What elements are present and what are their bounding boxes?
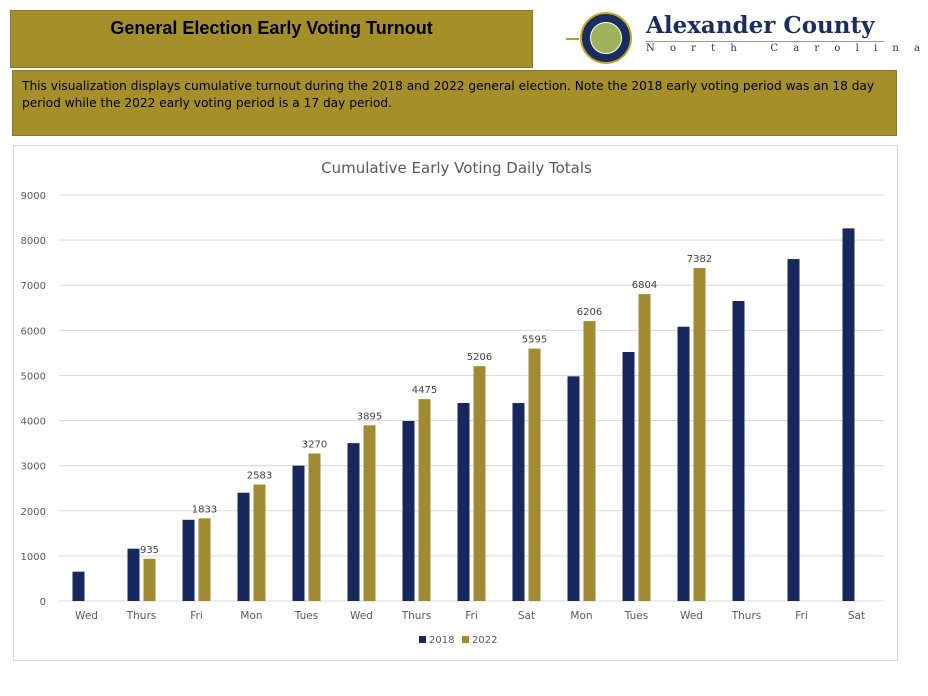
page-title-banner: General Election Early Voting Turnout [10, 10, 533, 68]
x-tick-label: Mon [240, 610, 262, 622]
bar-2018 [457, 402, 470, 601]
bar-2022 [253, 484, 266, 601]
legend-swatch [462, 636, 469, 643]
x-tick-label: Thurs [401, 610, 432, 622]
x-tick-label: Thurs [731, 610, 762, 622]
data-label: 4475 [412, 385, 437, 396]
bar-2022 [583, 321, 596, 601]
data-label: 2583 [247, 470, 272, 481]
legend-label: 2022 [472, 635, 497, 646]
bar-2022 [363, 425, 376, 601]
page-title: General Election Early Voting Turnout [110, 18, 433, 38]
y-tick-label: 3000 [21, 462, 46, 473]
y-tick-label: 0 [40, 597, 46, 608]
data-label: 935 [140, 545, 159, 556]
data-label: 3270 [302, 439, 327, 450]
bar-2018 [72, 571, 85, 601]
y-tick-label: 9000 [21, 191, 46, 202]
bar-2018 [622, 351, 635, 601]
x-tick-label: Tues [624, 610, 648, 622]
bar-2018 [512, 402, 525, 601]
x-tick-label: Tues [294, 610, 318, 622]
bar-2022 [143, 558, 156, 601]
x-tick-label: Mon [570, 610, 592, 622]
bar-2018 [732, 301, 745, 601]
y-tick-label: 2000 [21, 507, 46, 518]
bar-2018 [237, 492, 250, 601]
y-tick-label: 4000 [21, 417, 46, 428]
bar-2022 [198, 518, 211, 601]
bar-2022 [528, 348, 541, 601]
x-tick-label: Sat [518, 610, 535, 622]
county-seal-icon [580, 12, 632, 64]
legend-label: 2018 [429, 635, 454, 646]
data-label: 6206 [577, 307, 602, 318]
x-tick-label: Fri [190, 610, 203, 622]
chart-title: Cumulative Early Voting Daily Totals [321, 159, 592, 177]
bar-2022 [418, 399, 431, 601]
bar-2022 [638, 294, 651, 601]
data-label: 6804 [632, 280, 657, 291]
seal-emblem [590, 22, 622, 54]
data-label: 3895 [357, 411, 382, 422]
x-tick-label: Fri [795, 610, 808, 622]
logo-accent-line [566, 38, 579, 40]
logo-county-name: Alexander County [646, 12, 875, 39]
x-tick-label: Wed [350, 610, 373, 622]
x-tick-label: Sat [848, 610, 865, 622]
bar-2018 [292, 465, 305, 601]
bar-2018 [127, 548, 140, 601]
x-tick-label: Fri [465, 610, 478, 622]
legend-swatch [419, 636, 426, 643]
bar-2018 [677, 326, 690, 601]
bar-chart: Cumulative Early Voting Daily Totals 0 100… [21, 159, 884, 646]
chart-panel: Cumulative Early Voting Daily Totals 0 100… [13, 145, 898, 661]
bar-2018 [842, 228, 855, 601]
y-tick-label: 6000 [21, 326, 46, 337]
x-tick-label: Wed [680, 610, 703, 622]
bar-2018 [787, 259, 800, 601]
y-tick-label: 7000 [21, 281, 46, 292]
x-tick-label: Thurs [126, 610, 157, 622]
bar-2018 [347, 443, 360, 601]
county-logo: Alexander County North Carolina [566, 10, 928, 66]
logo-state-name: North Carolina [646, 41, 928, 54]
y-tick-label: 5000 [21, 371, 46, 382]
bar-2022 [308, 453, 321, 601]
bar-2018 [182, 519, 195, 601]
bar-2018 [402, 421, 415, 601]
x-tick-label: Wed [75, 610, 98, 622]
data-label: 5206 [467, 352, 492, 363]
bar-2018 [567, 376, 580, 601]
description-panel: This visualization displays cumulative t… [12, 70, 897, 136]
bar-2022 [473, 366, 486, 601]
data-label: 7382 [687, 254, 712, 265]
description-text: This visualization displays cumulative t… [22, 79, 875, 110]
y-tick-label: 8000 [21, 236, 46, 247]
data-label: 1833 [192, 504, 217, 515]
bar-2022 [693, 267, 706, 601]
y-tick-label: 1000 [21, 552, 46, 563]
data-label: 5595 [522, 335, 547, 346]
